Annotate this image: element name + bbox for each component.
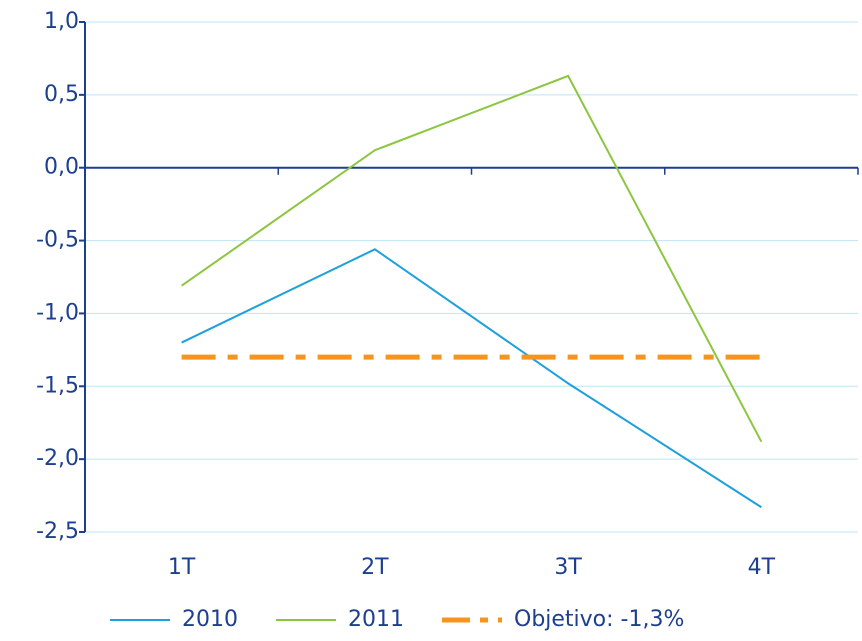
x-tick-label: 3T xyxy=(554,555,582,580)
series-line xyxy=(181,74,763,443)
y-tick-label: 0,0 xyxy=(44,155,79,180)
y-tick-label: -2,0 xyxy=(36,446,79,471)
x-tick-label: 4T xyxy=(748,555,776,580)
y-tick-label: -1,5 xyxy=(36,373,79,398)
y-tick-label: 1,0 xyxy=(44,9,79,34)
y-tick-label: 0,5 xyxy=(44,82,79,107)
legend-label: 2010 xyxy=(182,607,238,632)
x-tick-label: 1T xyxy=(168,555,196,580)
legend-label: Objetivo: -1,3% xyxy=(514,607,684,632)
y-tick-label: -2,5 xyxy=(36,519,79,544)
y-tick-label: -0,5 xyxy=(36,228,79,253)
x-tick-label: 2T xyxy=(361,555,389,580)
series-line xyxy=(181,248,762,509)
y-tick-label: -1,0 xyxy=(36,300,79,325)
legend-label: 2011 xyxy=(348,607,404,632)
